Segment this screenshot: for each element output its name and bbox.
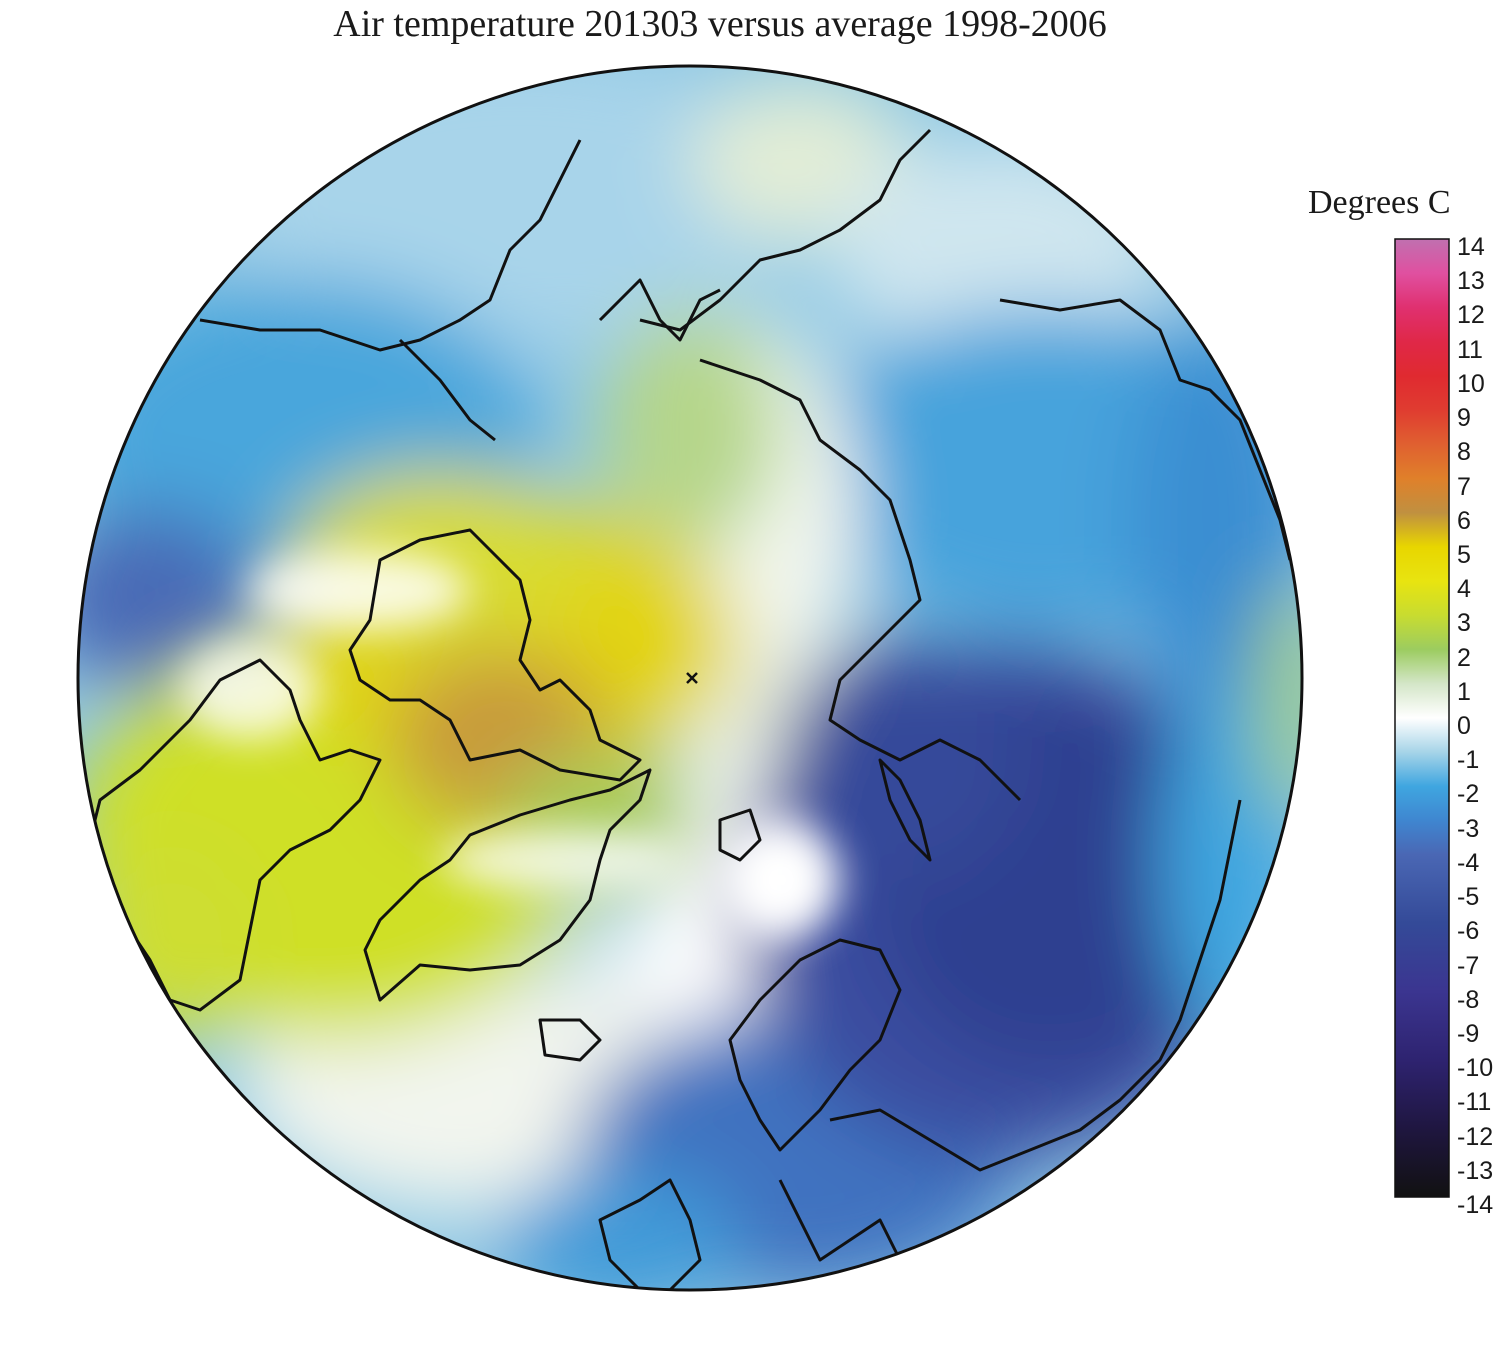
alaska-north-coast bbox=[598, 278, 721, 342]
colorbar-tick-label: 5 bbox=[1457, 540, 1471, 569]
colorbar-tick-label: -2 bbox=[1457, 780, 1480, 809]
novaya-zemlya-coastline bbox=[878, 758, 932, 862]
colorbar-tick-label: 3 bbox=[1457, 609, 1471, 638]
greenland-coastline bbox=[363, 768, 652, 1002]
colorbar-tick-label: -3 bbox=[1457, 814, 1480, 843]
colorbar-tick-label: 6 bbox=[1457, 506, 1471, 535]
map-boundary bbox=[76, 64, 1304, 1292]
colorbar-scale bbox=[1394, 238, 1450, 1198]
alaska-canada-border bbox=[398, 338, 496, 442]
colorbar-tick-label: -8 bbox=[1457, 985, 1480, 1014]
colorbar-tick-label: -5 bbox=[1457, 883, 1480, 912]
british-isles-coastline bbox=[598, 1178, 702, 1290]
colorbar-tick-label: -13 bbox=[1457, 1156, 1494, 1185]
colorbar-tick-label: -4 bbox=[1457, 848, 1480, 877]
anomaly-field bbox=[78, 66, 1302, 1290]
chukotka-coastline bbox=[639, 128, 932, 332]
colorbar-tick-label: 1 bbox=[1457, 677, 1471, 706]
colorbar-tick-label: 11 bbox=[1457, 335, 1483, 364]
colorbar-tick-label: 14 bbox=[1457, 233, 1485, 261]
colorbar-tick-label: 2 bbox=[1457, 643, 1471, 672]
colorbar-tick-label: 13 bbox=[1457, 267, 1485, 296]
colorbar-tick-label: -6 bbox=[1457, 917, 1480, 946]
colorbar-tick-label: 12 bbox=[1457, 301, 1485, 330]
colorbar bbox=[1394, 238, 1450, 1198]
map-title: Air temperature 201303 versus average 19… bbox=[333, 3, 1107, 45]
iceland-coastline bbox=[538, 1018, 602, 1062]
colorbar-tick-label: 0 bbox=[1457, 712, 1471, 740]
north-pole-marker bbox=[686, 672, 698, 684]
colorbar-tick-label: -12 bbox=[1457, 1122, 1494, 1151]
colorbar-tick-label: -9 bbox=[1457, 1019, 1480, 1048]
east-siberia-coastline bbox=[999, 298, 1292, 561]
colorbar-tick-label: 7 bbox=[1457, 472, 1471, 501]
colorbar-tick-label: -11 bbox=[1457, 1088, 1492, 1117]
colorbar-tick-label: -1 bbox=[1457, 746, 1480, 775]
colorbar-tick-label: 8 bbox=[1457, 438, 1471, 467]
colorbar-tick-label: -10 bbox=[1457, 1054, 1494, 1083]
colorbar-tick-label: 9 bbox=[1457, 404, 1471, 433]
scandinavia-coastline bbox=[728, 938, 902, 1152]
europe-borders bbox=[778, 1179, 902, 1262]
svalbard-coastline bbox=[718, 808, 762, 862]
colorbar-tick-label: -14 bbox=[1457, 1191, 1494, 1219]
alaska-coastline bbox=[199, 139, 582, 352]
colorbar-tick-label: 4 bbox=[1457, 575, 1471, 604]
north-america-coastline bbox=[88, 658, 382, 1012]
coastlines bbox=[88, 128, 1292, 1290]
archipelago-coastline bbox=[348, 528, 642, 782]
europe-coastline bbox=[829, 799, 1242, 1172]
legend-title: Degrees C bbox=[1308, 184, 1451, 221]
siberia-coastline bbox=[699, 358, 1022, 802]
colorbar-tick-label: -7 bbox=[1457, 951, 1480, 980]
colorbar-tick-label: 10 bbox=[1457, 369, 1485, 398]
